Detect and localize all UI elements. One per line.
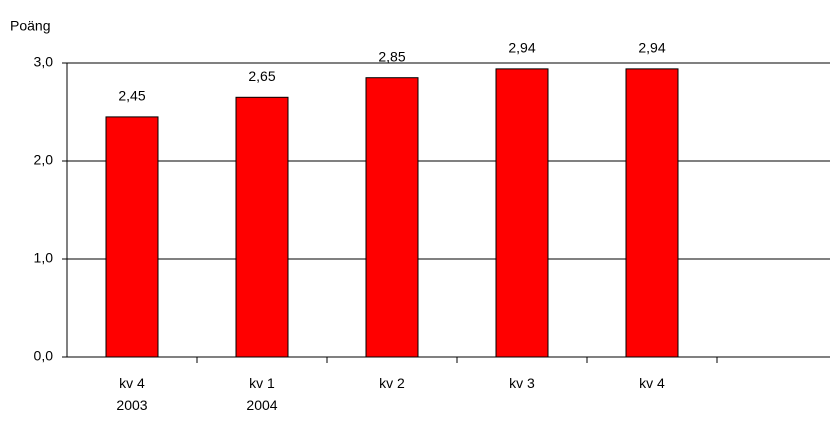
bar bbox=[495, 68, 549, 358]
x-tick-label: kv 4 2003 bbox=[116, 375, 148, 413]
value-label: 2,45 bbox=[118, 88, 145, 104]
y-axis-title: Poäng bbox=[10, 18, 50, 34]
bar bbox=[625, 68, 679, 358]
bar bbox=[235, 96, 289, 358]
bar bbox=[105, 116, 159, 358]
value-label: 2,65 bbox=[248, 68, 275, 84]
value-label: 2,85 bbox=[378, 48, 405, 64]
bar bbox=[365, 77, 419, 358]
y-tick-label: 2,0 bbox=[34, 152, 54, 168]
x-tick-label: kv 3 bbox=[509, 375, 535, 391]
x-tick-label: kv 1 2004 bbox=[246, 375, 278, 413]
y-tick-label: 0,0 bbox=[34, 348, 54, 364]
value-label: 2,94 bbox=[508, 40, 535, 56]
value-label: 2,94 bbox=[638, 40, 665, 56]
y-tick-label: 1,0 bbox=[34, 250, 54, 266]
y-tick-label: 3,0 bbox=[34, 54, 54, 70]
x-tick-label: kv 2 bbox=[379, 375, 405, 391]
x-tick-label: kv 4 bbox=[639, 375, 665, 391]
